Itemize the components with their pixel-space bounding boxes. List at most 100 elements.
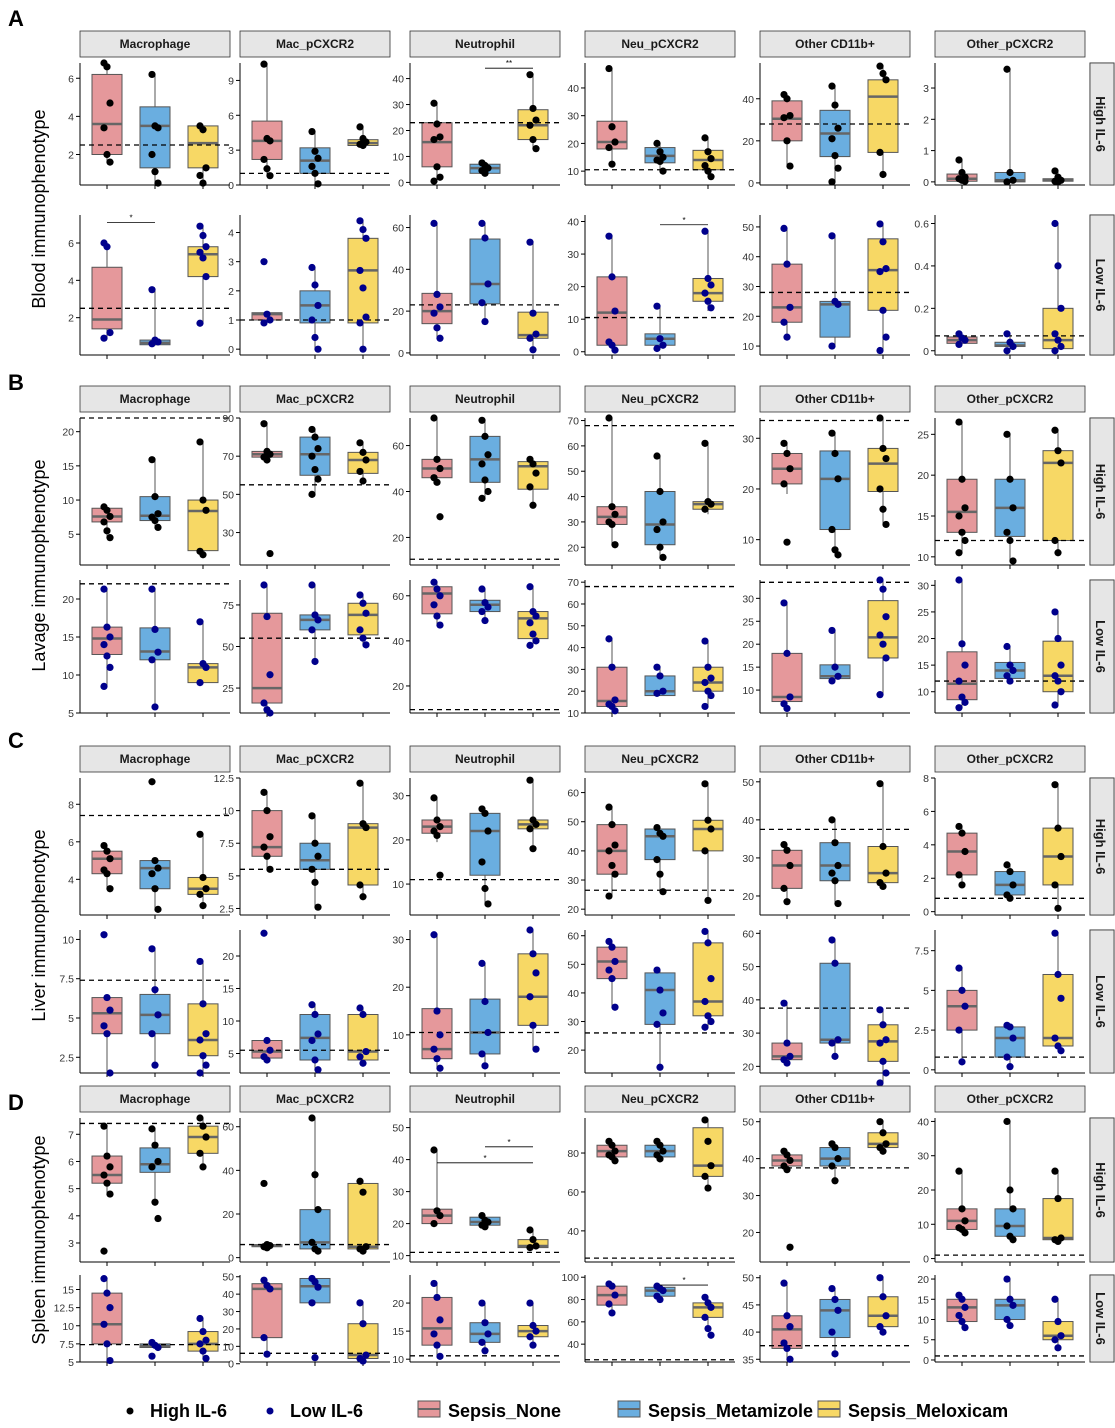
point-low-il6	[707, 304, 715, 312]
y-tick-label: 20	[567, 1045, 579, 1057]
point-high-il6	[481, 884, 489, 893]
point-high-il6	[154, 1214, 162, 1223]
point-high-il6	[103, 1179, 111, 1187]
point-low-il6	[308, 1299, 316, 1307]
y-tick-label: 20	[222, 951, 234, 963]
point-low-il6	[196, 248, 204, 256]
facet-cell: 10 15 20 25 30 Low IL-6	[917, 576, 1115, 717]
y-tick-label: 20	[392, 1219, 404, 1231]
facet-strip	[759, 1085, 911, 1113]
y-tick-label: 0	[923, 1254, 929, 1266]
point-low-il6	[608, 1309, 616, 1317]
point-high-il6	[656, 157, 664, 166]
point-high-il6	[529, 1236, 537, 1244]
point-low-il6	[876, 631, 884, 639]
point-low-il6	[356, 591, 364, 599]
point-high-il6	[701, 847, 709, 855]
y-tick-label: 10	[392, 1251, 404, 1263]
point-high-il6	[1009, 176, 1017, 184]
y-tick-label: 0.4	[914, 261, 929, 273]
point-low-il6	[436, 1031, 444, 1039]
y-tick-label: 40	[567, 83, 579, 95]
point-high-il6	[484, 827, 492, 835]
y-tick-label: 40	[392, 487, 404, 499]
point-high-il6	[879, 69, 887, 78]
point-high-il6	[659, 518, 667, 526]
point-low-il6	[707, 674, 715, 682]
y-tick-label: 3	[68, 1238, 74, 1250]
box-sepsis-none	[771, 100, 803, 142]
row-strip-label: High IL-6	[1093, 464, 1108, 520]
point-low-il6	[103, 993, 111, 1002]
y-tick-label: 4	[68, 874, 74, 886]
point-low-il6	[359, 345, 367, 353]
point-high-il6	[876, 414, 884, 422]
point-high-il6	[955, 871, 963, 879]
point-high-il6	[701, 505, 709, 513]
point-low-il6	[1054, 634, 1062, 643]
point-high-il6	[882, 520, 890, 529]
y-tick-label: 50	[222, 642, 234, 654]
point-high-il6	[882, 869, 890, 877]
point-low-il6	[481, 1319, 489, 1327]
point-high-il6	[834, 1155, 842, 1163]
point-high-il6	[151, 856, 159, 865]
facet-label: Other_pCXCR2	[967, 1092, 1054, 1106]
y-tick-label: 30	[392, 791, 404, 803]
point-high-il6	[199, 496, 207, 504]
point-high-il6	[151, 1198, 159, 1206]
point-low-il6	[308, 626, 316, 634]
point-high-il6	[196, 171, 204, 180]
point-low-il6	[529, 346, 537, 354]
facet-label: Other CD11b+	[795, 37, 875, 51]
point-low-il6	[1051, 330, 1059, 338]
point-low-il6	[958, 640, 966, 648]
point-low-il6	[876, 1006, 884, 1014]
point-high-il6	[783, 538, 791, 546]
point-high-il6	[1054, 1194, 1062, 1203]
box-sepsis-none	[596, 276, 628, 346]
point-high-il6	[653, 139, 661, 148]
facet-label: Other_pCXCR2	[967, 752, 1054, 766]
point-high-il6	[704, 816, 712, 824]
point-high-il6	[608, 1141, 616, 1149]
box-sepsis-none	[251, 612, 283, 704]
y-tick-label: 40	[392, 74, 404, 86]
box-sepsis-none	[91, 1155, 123, 1184]
point-low-il6	[876, 346, 884, 355]
point-high-il6	[103, 527, 111, 535]
facet-cell: 0 5 10 15 20 Low IL-6	[917, 1274, 1115, 1367]
point-high-il6	[958, 1205, 966, 1213]
point-high-il6	[481, 1223, 489, 1231]
point-high-il6	[828, 82, 836, 90]
point-low-il6	[481, 1347, 489, 1355]
y-tick-label: 50	[742, 777, 754, 789]
y-tick-label: 40	[567, 217, 579, 229]
panel-ylabel: Spleen immunophenotype	[29, 1135, 49, 1344]
point-high-il6	[831, 877, 839, 885]
point-low-il6	[961, 336, 969, 344]
point-low-il6	[532, 612, 540, 620]
y-tick-label: 60	[392, 223, 404, 235]
y-tick-label: 3	[228, 257, 234, 269]
box-sepsis-none	[421, 122, 453, 168]
point-low-il6	[359, 1357, 367, 1365]
point-low-il6	[1057, 1332, 1065, 1340]
point-low-il6	[202, 1061, 210, 1069]
y-tick-label: 2	[923, 873, 929, 885]
point-low-il6	[436, 303, 444, 311]
point-low-il6	[314, 345, 322, 353]
point-low-il6	[1057, 994, 1065, 1002]
panel-ylabel: Liver immunophenotype	[29, 829, 49, 1021]
point-high-il6	[311, 1171, 319, 1179]
point-low-il6	[484, 1028, 492, 1037]
point-low-il6	[478, 1299, 486, 1307]
point-low-il6	[196, 957, 204, 966]
point-low-il6	[701, 1313, 709, 1321]
point-high-il6	[478, 494, 486, 502]
point-low-il6	[786, 1052, 794, 1060]
point-low-il6	[148, 340, 156, 348]
facet-label: Macrophage	[120, 752, 191, 766]
